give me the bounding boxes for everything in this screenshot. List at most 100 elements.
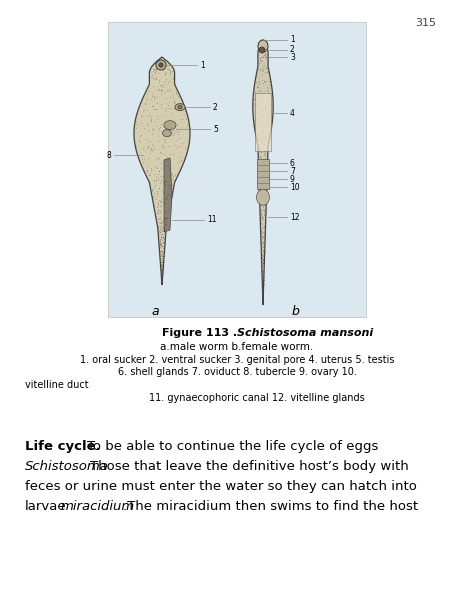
Point [153,66,160,76]
Point [162,94,170,104]
Point [259,273,266,283]
Point [178,155,185,165]
Text: Schistosoma mansoni: Schistosoma mansoni [237,328,373,338]
Point [157,223,164,233]
Text: 11. gynaecophoric canal 12. vitelline glands: 11. gynaecophoric canal 12. vitelline gl… [149,393,365,403]
Point [256,161,264,170]
Text: 7: 7 [290,167,295,176]
Point [262,102,270,112]
Point [261,183,268,192]
Point [259,246,266,256]
Point [260,76,268,86]
Point [259,61,266,70]
Point [162,198,170,208]
Point [163,85,171,94]
Point [259,199,267,209]
Point [159,197,166,207]
Point [159,80,166,89]
Text: 4: 4 [290,109,295,118]
Point [146,170,154,180]
Point [260,133,267,143]
Point [259,138,266,148]
Point [176,156,183,166]
Point [258,41,266,51]
Point [159,247,166,257]
Point [257,208,265,218]
Point [148,91,155,101]
Point [258,253,265,262]
Point [261,150,268,160]
Point [262,196,270,206]
Point [169,130,176,140]
Point [157,102,165,112]
Point [260,59,267,69]
Point [256,135,264,145]
Point [260,76,268,86]
Point [157,267,165,276]
Point [161,233,169,243]
Point [161,233,168,243]
Point [157,64,164,74]
Point [152,171,160,181]
Point [169,175,176,185]
Point [259,237,267,247]
Point [261,210,268,219]
Point [172,88,180,97]
Point [138,154,146,164]
Point [256,173,264,183]
Text: 3: 3 [290,53,295,61]
Point [146,177,154,187]
Point [163,129,170,139]
Point [158,259,165,268]
Point [155,213,163,223]
Point [262,126,269,135]
Point [158,56,165,66]
Point [158,226,166,236]
Point [132,143,140,153]
Point [172,143,179,153]
Point [158,268,166,278]
Point [258,179,265,189]
Point [264,85,271,95]
Point [257,147,264,156]
Point [259,193,267,203]
Point [159,251,167,261]
Point [260,275,267,285]
Point [139,106,147,116]
Point [147,166,155,175]
Point [186,123,193,132]
Point [165,66,173,75]
Point [259,276,266,286]
Point [258,181,266,191]
Point [252,113,259,123]
Point [147,116,155,126]
Point [261,163,268,173]
Point [143,143,150,153]
Point [154,208,161,218]
Point [260,88,268,98]
Point [157,234,165,244]
Point [251,99,258,109]
Point [257,196,264,205]
Point [258,56,266,66]
Point [260,150,268,160]
Point [258,269,266,279]
Point [259,278,267,287]
Circle shape [156,60,166,70]
Point [263,180,270,189]
Point [161,235,168,245]
Ellipse shape [256,189,270,205]
Point [158,268,166,278]
Point [159,264,166,274]
Point [159,223,166,233]
Text: 2: 2 [290,45,295,55]
Point [257,158,264,168]
Point [262,195,270,205]
Point [258,213,265,223]
Point [257,154,265,164]
Point [264,118,271,128]
Point [157,219,164,229]
Point [264,86,272,96]
Point [158,268,166,278]
Point [265,88,273,98]
